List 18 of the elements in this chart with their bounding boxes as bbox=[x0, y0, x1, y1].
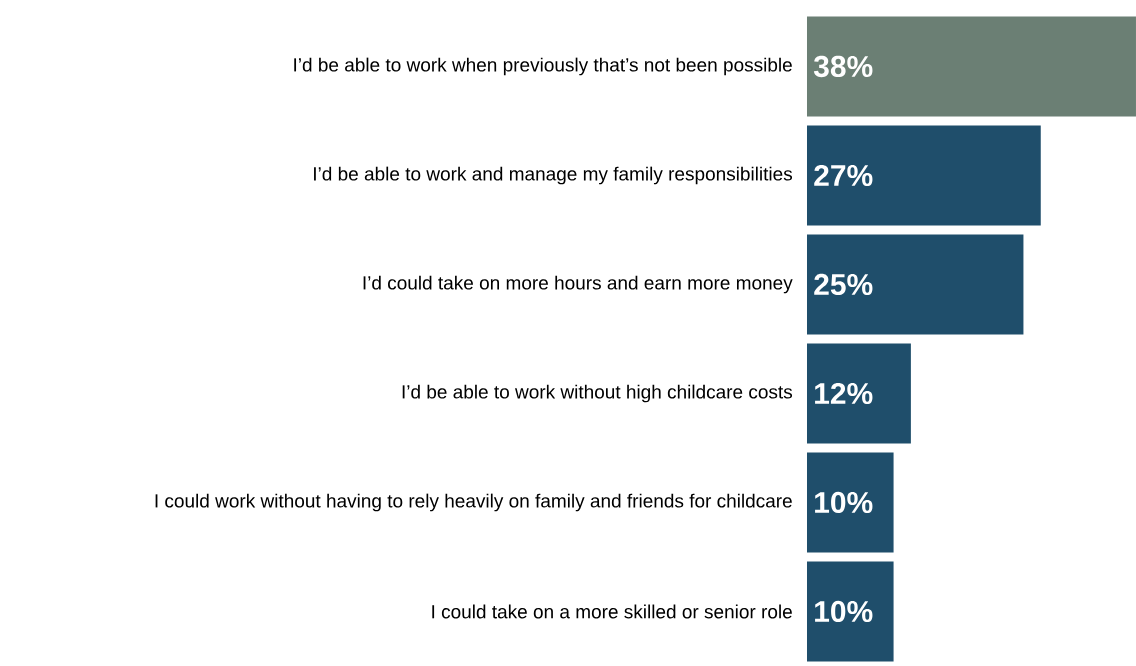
y-tick-label: I’d could take on more hours and earn more money bbox=[363, 275, 793, 294]
bar bbox=[807, 343, 911, 444]
data-label: 38% bbox=[813, 55, 873, 78]
bar bbox=[807, 125, 1041, 226]
data-label: 10% bbox=[815, 600, 873, 623]
y-tick-label: I’d be able to work without high childcare costs bbox=[402, 384, 793, 403]
bar bbox=[807, 561, 894, 662]
bar bbox=[807, 16, 1136, 117]
y-tick-label: I’d be able to work when previously that’s not been possible bbox=[294, 57, 792, 76]
data-label: 25% bbox=[814, 273, 873, 296]
bar bbox=[807, 452, 894, 553]
data-label: 27% bbox=[814, 164, 873, 187]
data-label: 12% bbox=[815, 382, 873, 405]
y-tick-label: I could work without having to rely heavily on family and friends for childcare bbox=[155, 493, 792, 512]
y-tick-label: I’d be able to work and manage my family responsibilities bbox=[314, 166, 793, 185]
y-tick-label: I could take on a more skilled or senior role bbox=[432, 604, 792, 619]
data-label: 10% bbox=[815, 491, 873, 514]
bar bbox=[807, 234, 1024, 335]
